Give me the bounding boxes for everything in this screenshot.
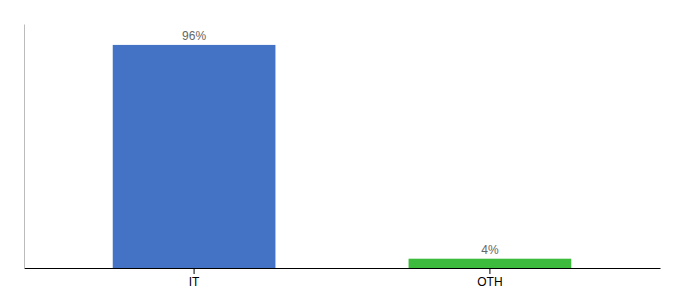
y-axis [24, 25, 25, 269]
data-label: 4% [481, 243, 499, 257]
x-tick-label: OTH [477, 275, 502, 289]
bar [113, 45, 276, 268]
x-tick: IT [189, 268, 200, 289]
x-axis-line [25, 268, 661, 269]
bar [409, 259, 572, 268]
data-label: 96% [182, 29, 206, 43]
data-labels: 96% 4% [182, 29, 499, 257]
x-tick-mark [489, 268, 490, 274]
x-tick: OTH [477, 268, 502, 289]
y-axis-line [24, 25, 25, 269]
chart-container: 96% 4% IT OTH [0, 0, 680, 300]
chart-svg: 96% 4% IT OTH [0, 0, 680, 300]
bars [113, 45, 572, 268]
plot-area: 96% 4% IT OTH [25, 25, 661, 289]
x-tick-mark [194, 268, 195, 274]
x-tick-label: IT [189, 275, 200, 289]
x-axis: IT OTH [25, 268, 661, 289]
